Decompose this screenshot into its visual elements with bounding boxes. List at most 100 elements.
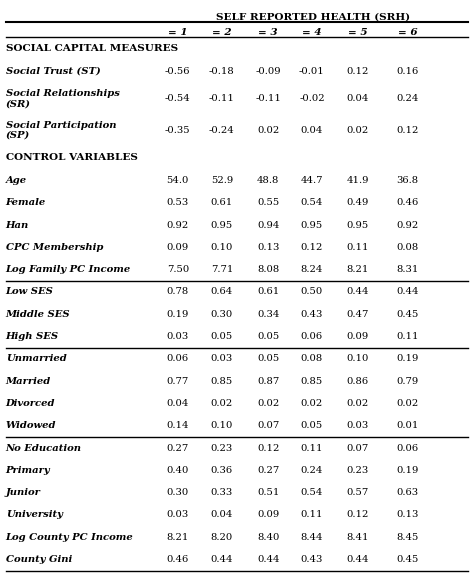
Text: 0.87: 0.87 (257, 376, 279, 386)
Text: = 5: = 5 (348, 28, 368, 37)
Text: 8.20: 8.20 (211, 533, 233, 542)
Text: 0.77: 0.77 (167, 376, 189, 386)
Text: Unmarried: Unmarried (6, 354, 66, 364)
Text: Divorced: Divorced (6, 399, 55, 408)
Text: -0.11: -0.11 (255, 94, 281, 103)
Text: 0.05: 0.05 (211, 332, 233, 341)
Text: Middle SES: Middle SES (6, 310, 70, 319)
Text: = 3: = 3 (258, 28, 278, 37)
Text: -0.18: -0.18 (209, 67, 235, 76)
Text: -0.09: -0.09 (255, 67, 281, 76)
Text: 0.92: 0.92 (167, 221, 189, 230)
Text: 0.40: 0.40 (166, 466, 189, 475)
Text: 0.23: 0.23 (347, 466, 369, 475)
Text: Log Family PC Income: Log Family PC Income (6, 265, 131, 274)
Text: 0.02: 0.02 (347, 126, 369, 135)
Text: 0.13: 0.13 (396, 510, 419, 519)
Text: 8.21: 8.21 (346, 265, 369, 274)
Text: 0.92: 0.92 (397, 221, 419, 230)
Text: 0.09: 0.09 (347, 332, 369, 341)
Text: -0.35: -0.35 (165, 126, 191, 135)
Text: = 6: = 6 (398, 28, 418, 37)
Text: 0.16: 0.16 (397, 67, 419, 76)
Text: CPC Membership: CPC Membership (6, 243, 103, 252)
Text: 8.24: 8.24 (301, 265, 323, 274)
Text: 8.31: 8.31 (396, 265, 419, 274)
Text: 0.61: 0.61 (211, 198, 233, 207)
Text: 8.40: 8.40 (257, 533, 280, 542)
Text: = 4: = 4 (302, 28, 322, 37)
Text: Han: Han (6, 221, 29, 230)
Text: 0.06: 0.06 (397, 444, 419, 453)
Text: Log County PC Income: Log County PC Income (6, 533, 134, 542)
Text: 0.24: 0.24 (396, 94, 419, 103)
Text: 0.02: 0.02 (397, 399, 419, 408)
Text: 8.08: 8.08 (257, 265, 279, 274)
Text: 0.85: 0.85 (301, 376, 323, 386)
Text: 0.24: 0.24 (301, 466, 323, 475)
Text: Widowed: Widowed (6, 421, 56, 430)
Text: -0.24: -0.24 (209, 126, 235, 135)
Text: 0.27: 0.27 (167, 444, 189, 453)
Text: 0.06: 0.06 (301, 332, 323, 341)
Text: = 1: = 1 (168, 28, 188, 37)
Text: 0.27: 0.27 (257, 466, 279, 475)
Text: 0.49: 0.49 (346, 198, 369, 207)
Text: 0.09: 0.09 (167, 243, 189, 252)
Text: 0.02: 0.02 (211, 399, 233, 408)
Text: 0.12: 0.12 (301, 243, 323, 252)
Text: 36.8: 36.8 (397, 176, 419, 185)
Text: 0.10: 0.10 (346, 354, 369, 364)
Text: 0.85: 0.85 (211, 376, 233, 386)
Text: 0.45: 0.45 (396, 555, 419, 564)
Text: No Education: No Education (6, 444, 82, 453)
Text: 0.30: 0.30 (167, 488, 189, 497)
Text: 8.21: 8.21 (166, 533, 189, 542)
Text: 0.12: 0.12 (346, 67, 369, 76)
Text: 0.07: 0.07 (257, 421, 279, 430)
Text: 0.54: 0.54 (301, 488, 323, 497)
Text: 0.03: 0.03 (347, 421, 369, 430)
Text: 0.44: 0.44 (210, 555, 233, 564)
Text: 0.02: 0.02 (301, 399, 323, 408)
Text: 0.46: 0.46 (397, 198, 419, 207)
Text: 0.03: 0.03 (211, 354, 233, 364)
Text: 0.10: 0.10 (210, 421, 233, 430)
Text: 0.13: 0.13 (257, 243, 280, 252)
Text: Female: Female (6, 198, 46, 207)
Text: 0.78: 0.78 (167, 287, 189, 296)
Text: 0.04: 0.04 (346, 94, 369, 103)
Text: Social Trust (ST): Social Trust (ST) (6, 67, 100, 76)
Text: 0.04: 0.04 (210, 510, 233, 519)
Text: 0.05: 0.05 (257, 332, 279, 341)
Text: 0.51: 0.51 (257, 488, 280, 497)
Text: 0.02: 0.02 (257, 126, 279, 135)
Text: 0.33: 0.33 (211, 488, 233, 497)
Text: 0.34: 0.34 (257, 310, 280, 319)
Text: 44.7: 44.7 (301, 176, 323, 185)
Text: 7.71: 7.71 (210, 265, 233, 274)
Text: 0.12: 0.12 (396, 126, 419, 135)
Text: 0.53: 0.53 (167, 198, 189, 207)
Text: 0.04: 0.04 (301, 126, 323, 135)
Text: SOCIAL CAPITAL MEASURES: SOCIAL CAPITAL MEASURES (6, 44, 178, 53)
Text: 0.61: 0.61 (257, 287, 279, 296)
Text: 0.95: 0.95 (211, 221, 233, 230)
Text: 0.07: 0.07 (347, 444, 369, 453)
Text: -0.54: -0.54 (165, 94, 191, 103)
Text: 0.08: 0.08 (301, 354, 323, 364)
Text: Primary: Primary (6, 466, 50, 475)
Text: 0.10: 0.10 (210, 243, 233, 252)
Text: 0.44: 0.44 (257, 555, 280, 564)
Text: 48.8: 48.8 (257, 176, 280, 185)
Text: 0.54: 0.54 (301, 198, 323, 207)
Text: 0.01: 0.01 (396, 421, 419, 430)
Text: 0.47: 0.47 (346, 310, 369, 319)
Text: 41.9: 41.9 (346, 176, 369, 185)
Text: 0.95: 0.95 (301, 221, 323, 230)
Text: 0.30: 0.30 (211, 310, 233, 319)
Text: 0.95: 0.95 (347, 221, 369, 230)
Text: 0.14: 0.14 (166, 421, 189, 430)
Text: Low SES: Low SES (6, 287, 54, 296)
Text: 0.19: 0.19 (396, 354, 419, 364)
